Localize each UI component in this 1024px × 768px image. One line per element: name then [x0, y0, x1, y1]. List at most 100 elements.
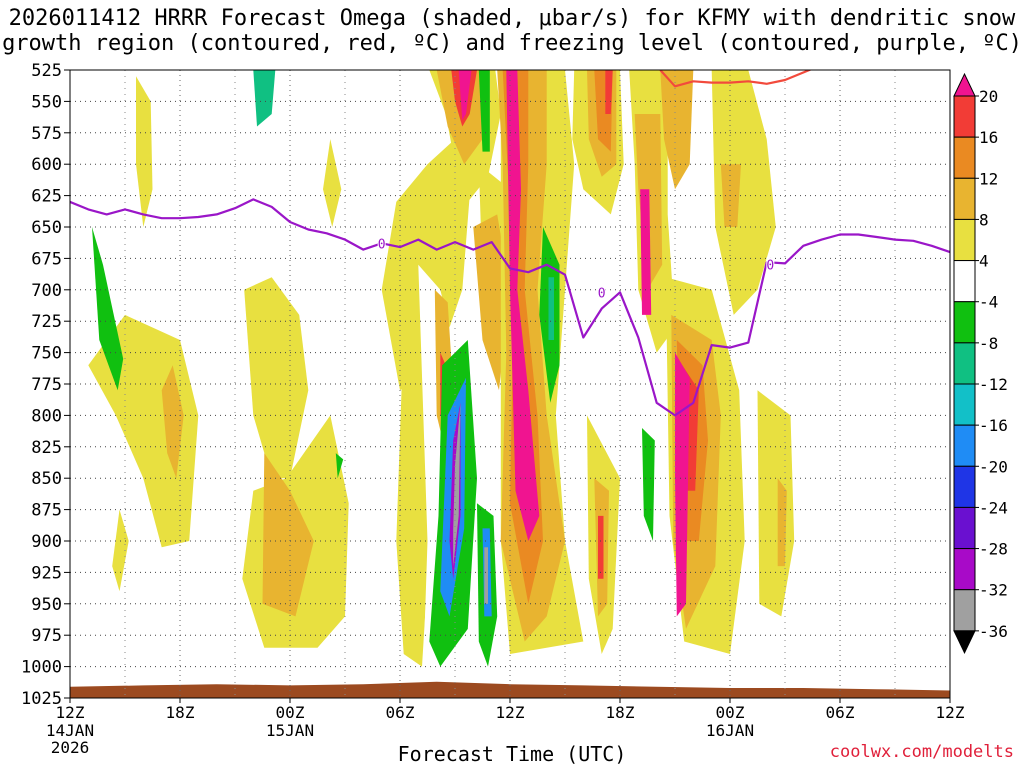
- omega-region: [253, 70, 276, 127]
- omega-region: [112, 509, 129, 592]
- y-tick-label: 725: [31, 312, 62, 332]
- omega-region: [262, 453, 314, 617]
- y-tick-label: 900: [31, 532, 62, 552]
- y-tick-label: 975: [31, 626, 62, 646]
- x-tick-sublabel: 16JAN: [706, 721, 754, 740]
- colorbar-box: [953, 589, 976, 632]
- y-tick-label: 825: [31, 438, 62, 458]
- colorbar-box: [953, 177, 976, 220]
- colorbar-box: [953, 136, 976, 179]
- colorbar-box: [953, 95, 976, 138]
- colorbar-box: [953, 383, 976, 426]
- colorbar-box: [953, 260, 976, 303]
- colorbar-box: [953, 301, 976, 344]
- dgz-contour: [659, 70, 813, 88]
- y-tick-label: 650: [31, 218, 62, 238]
- omega-region: [478, 70, 490, 152]
- colorbar-label: -16: [979, 416, 1008, 435]
- omega-region: [640, 189, 652, 315]
- contour-label-bg: [766, 257, 775, 272]
- colorbar-box: [953, 424, 976, 467]
- omega-shading: [88, 70, 795, 667]
- colorbar-label: 12: [979, 169, 998, 188]
- colorbar-label: 20: [979, 87, 998, 106]
- colorbar-label: 16: [979, 128, 998, 147]
- y-tick-label: 875: [31, 501, 62, 521]
- omega-region: [161, 365, 184, 479]
- y-tick-label: 525: [31, 61, 62, 81]
- colorbar-box: [953, 548, 976, 591]
- colorbar-label: -20: [979, 457, 1008, 476]
- y-tick-label: 550: [31, 92, 62, 112]
- x-tick-sublabel: 14JAN: [46, 721, 94, 740]
- x-tick-label: 18Z: [166, 703, 195, 722]
- omega-region: [506, 70, 540, 541]
- freezing-level-contour: [70, 198, 950, 417]
- colorbar-label: -32: [979, 581, 1008, 600]
- grid-lines: [70, 70, 950, 698]
- y-tick-label: 850: [31, 469, 62, 489]
- y-tick-label: 1025: [21, 689, 62, 709]
- x-tick-sublabel: 15JAN: [266, 721, 314, 740]
- omega-region: [548, 277, 554, 340]
- y-tick-label: 700: [31, 281, 62, 301]
- y-axis: 525 550 575 600 625 650 675 700 725 750 775 800 825 8…: [21, 61, 70, 709]
- omega-region: [675, 352, 690, 617]
- omega-region: [484, 547, 488, 604]
- colorbar-label: 4: [979, 252, 989, 271]
- colorbar: -36 -32 -28 -24 -20 -16 -12 -8 -4 4 8 12 16 20: [953, 72, 1008, 655]
- colorbar-label: -12: [979, 375, 1008, 394]
- y-tick-label: 575: [31, 124, 62, 144]
- y-tick-label: 925: [31, 563, 62, 583]
- omega-region: [642, 428, 655, 541]
- x-tick-label: 00Z: [716, 703, 745, 722]
- x-axis-title: Forecast Time (UTC): [397, 742, 627, 766]
- x-tick-label: 12Z: [936, 703, 965, 722]
- colorbar-label: 8: [979, 210, 989, 229]
- x-tick-label: 18Z: [606, 703, 635, 722]
- omega-region: [225, 490, 239, 604]
- colorbar-box: [953, 342, 976, 385]
- freezing-level-label: 0: [378, 237, 386, 252]
- y-tick-label: 775: [31, 375, 62, 395]
- omega-region: [598, 515, 604, 579]
- colorbar-label: -24: [979, 498, 1008, 517]
- freezing-level-label: 0: [598, 286, 606, 301]
- omega-region: [757, 390, 795, 617]
- omega-region: [323, 139, 342, 227]
- x-tick-label: 06Z: [386, 703, 415, 722]
- x-tick-sublabel: 2026: [51, 738, 90, 757]
- omega-region: [136, 76, 153, 227]
- x-tick-label: 12Z: [56, 703, 85, 722]
- x-tick-label: 12Z: [496, 703, 525, 722]
- colorbar-box: [953, 506, 976, 550]
- y-tick-label: 800: [31, 406, 62, 426]
- omega-region: [92, 227, 124, 391]
- omega-region: [605, 70, 613, 114]
- omega-region: [711, 70, 776, 315]
- freezing-level-label: 0: [766, 259, 774, 274]
- colorbar-box: [953, 465, 976, 508]
- omega-region: [244, 277, 309, 479]
- contour-label-bg: [377, 236, 386, 251]
- x-tick-label: 06Z: [826, 703, 855, 722]
- omega-region: [453, 402, 461, 567]
- colorbar-label: -8: [979, 334, 998, 353]
- credit-link[interactable]: coolwx.com/modelts: [829, 742, 1014, 762]
- y-tick-label: 600: [31, 155, 62, 175]
- omega-region: [458, 70, 472, 121]
- y-tick-label: 750: [31, 344, 62, 364]
- chart-title: 2026011412 HRRR Forecast Omega (shaded, …: [2, 6, 1022, 56]
- colorbar-box: [953, 218, 976, 262]
- colorbar-max-arrow: [953, 72, 976, 97]
- y-tick-label: 950: [31, 595, 62, 615]
- y-tick-label: 1000: [21, 658, 62, 678]
- colorbar-label: -36: [979, 622, 1008, 641]
- x-tick-label: 00Z: [276, 703, 305, 722]
- colorbar-min-arrow: [953, 630, 976, 655]
- contour-lines: 0 0 0: [70, 70, 950, 417]
- omega-region: [660, 70, 694, 190]
- colorbar-label: -4: [979, 293, 998, 312]
